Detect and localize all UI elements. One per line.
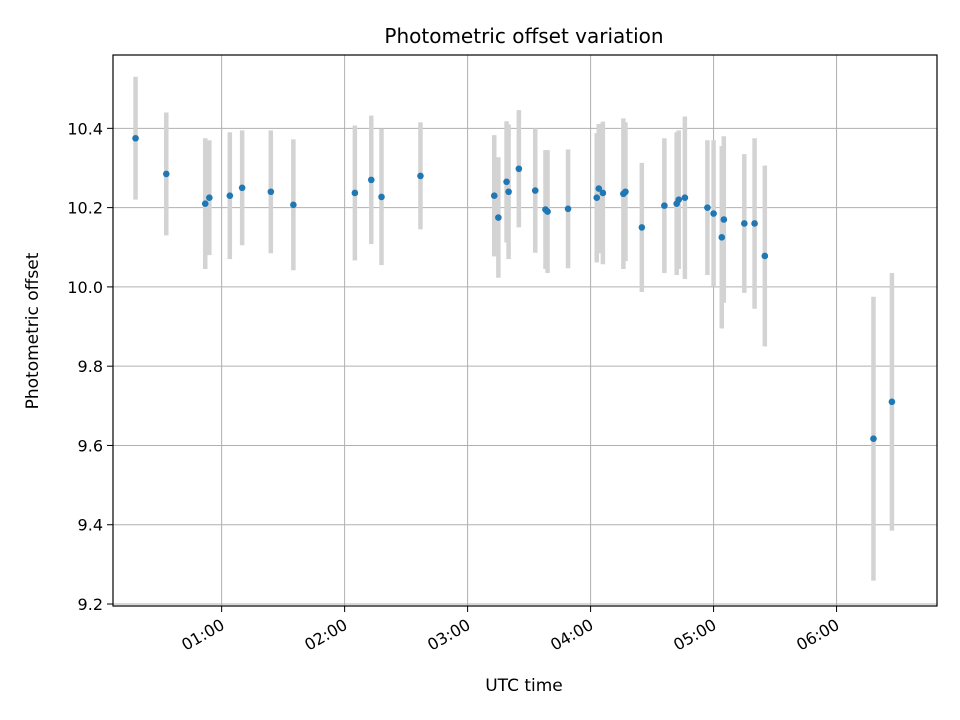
data-point (870, 435, 877, 443)
data-point (367, 176, 375, 184)
x-axis-label: UTC time (485, 676, 563, 696)
y-axis-label: Photometric offset (23, 252, 43, 409)
data-points (132, 134, 896, 443)
data-point (710, 210, 717, 217)
y-tick-label: 9.6 (78, 436, 103, 455)
data-point (226, 192, 234, 200)
data-point (544, 208, 551, 215)
data-point (531, 187, 539, 194)
y-tick-label: 9.2 (78, 595, 103, 614)
data-point (417, 172, 424, 180)
data-point (351, 189, 359, 197)
plot-frame (112, 54, 938, 607)
data-point (503, 178, 510, 186)
data-point (681, 194, 689, 202)
data-point (599, 189, 607, 197)
y-axis-ticks: 9.2 9.4 9.6 9.8 10.0 10.2 10.4 (67, 119, 113, 614)
data-point (132, 134, 139, 142)
data-point (162, 170, 170, 178)
data-point (595, 185, 603, 192)
data-point (593, 194, 601, 202)
data-point (490, 192, 498, 200)
y-tick-label: 10.4 (67, 119, 103, 138)
data-point (718, 234, 726, 241)
y-tick-label: 9.8 (78, 357, 103, 376)
data-point (622, 188, 629, 196)
data-point (564, 205, 572, 213)
data-point (495, 214, 502, 221)
data-point (505, 188, 512, 196)
data-point (206, 194, 213, 202)
data-point (704, 204, 711, 211)
data-point (290, 201, 297, 209)
data-point (238, 184, 246, 192)
y-tick-label: 9.4 (78, 516, 103, 535)
data-point (741, 220, 748, 227)
y-tick-label: 10.0 (67, 278, 103, 297)
data-point (638, 224, 646, 231)
chart-title: Photometric offset variation (384, 24, 663, 48)
data-point (267, 188, 275, 196)
data-point (761, 252, 769, 260)
data-point (378, 193, 385, 201)
grid (113, 55, 937, 606)
data-point (515, 165, 523, 173)
data-point (720, 216, 728, 223)
data-point (675, 196, 683, 203)
data-point (201, 200, 209, 207)
data-point (661, 202, 668, 209)
y-tick-label: 10.2 (67, 199, 103, 218)
data-point (888, 398, 896, 406)
data-point (751, 220, 758, 227)
